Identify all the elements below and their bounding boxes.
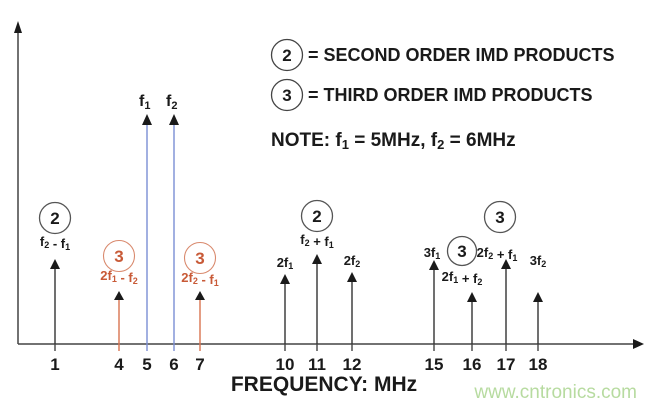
svg-text:2f2: 2f2: [344, 253, 361, 269]
svg-text:3: 3: [195, 249, 204, 268]
svg-text:5: 5: [142, 355, 151, 374]
svg-text:2: 2: [282, 46, 291, 65]
svg-text:3f2: 3f2: [530, 253, 547, 269]
svg-text:= SECOND ORDER IMD PRODUCTS: = SECOND ORDER IMD PRODUCTS: [308, 45, 615, 65]
svg-text:2: 2: [312, 207, 321, 226]
svg-text:15: 15: [425, 355, 444, 374]
svg-text:2: 2: [50, 209, 59, 228]
svg-text:f1: f1: [139, 93, 150, 112]
svg-text:10: 10: [276, 355, 295, 374]
svg-text:1: 1: [50, 355, 59, 374]
svg-text:2f2 + f1: 2f2 + f1: [477, 245, 518, 263]
svg-text:3: 3: [495, 208, 504, 227]
svg-text:3: 3: [114, 247, 123, 266]
svg-text:= THIRD ORDER IMD PRODUCTS: = THIRD ORDER IMD PRODUCTS: [308, 85, 593, 105]
svg-text:4: 4: [114, 355, 124, 374]
svg-text:2f1 + f2: 2f1 + f2: [442, 269, 483, 287]
svg-text:3: 3: [282, 86, 291, 105]
svg-text:f2: f2: [166, 93, 177, 112]
svg-text:2f1: 2f1: [277, 255, 294, 271]
svg-text:www.cntronics.com: www.cntronics.com: [473, 382, 637, 403]
svg-text:6: 6: [169, 355, 178, 374]
svg-text:NOTE: f1 = 5MHz, f2 = 6MHz: NOTE: f1 = 5MHz, f2 = 6MHz: [271, 130, 516, 152]
svg-text:11: 11: [308, 355, 326, 374]
svg-text:7: 7: [195, 355, 204, 374]
svg-text:18: 18: [529, 355, 548, 374]
svg-text:f2 - f1: f2 - f1: [40, 234, 70, 252]
svg-text:f2 + f1: f2 + f1: [300, 232, 334, 250]
svg-text:FREQUENCY: MHz: FREQUENCY: MHz: [231, 373, 417, 396]
svg-text:3f1: 3f1: [424, 245, 441, 261]
svg-text:17: 17: [497, 355, 516, 374]
svg-text:3: 3: [457, 242, 466, 261]
svg-text:12: 12: [343, 355, 362, 374]
svg-text:16: 16: [463, 355, 482, 374]
